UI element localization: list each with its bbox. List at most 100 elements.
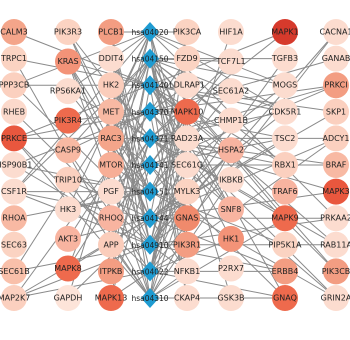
gene-node (323, 258, 349, 285)
gene-node (174, 205, 200, 232)
gene-node (323, 152, 349, 178)
gene-label: RBX1 (274, 161, 296, 170)
gene-node (323, 205, 349, 232)
gene-node (98, 98, 124, 125)
gene-node (218, 78, 244, 105)
pathway-node (141, 128, 159, 149)
gene-node (1, 152, 27, 178)
pathway-node (141, 48, 159, 69)
gene-node (218, 196, 244, 223)
gene-label: P2RX7 (218, 264, 244, 273)
gene-node (218, 166, 244, 193)
gene-node (1, 178, 27, 205)
gene-node (1, 285, 27, 311)
edge (149, 31, 232, 272)
gene-node (272, 178, 298, 205)
gene-label: TGFB3 (271, 54, 298, 63)
gene-label: HSP90B1 (0, 161, 32, 170)
gene-label: SNF8 (221, 205, 242, 214)
gene-label: MAPK10 (171, 107, 204, 116)
gene-node (272, 98, 298, 125)
gene-label: SKP1 (326, 107, 346, 116)
gene-node (55, 19, 81, 45)
gene-label: RHOQ (99, 214, 123, 223)
gene-label: CALM3 (0, 28, 28, 37)
gene-node (98, 205, 124, 232)
gene-label: KRAS (57, 57, 78, 66)
gene-node (1, 72, 27, 99)
edge (149, 164, 286, 299)
gene-node (55, 255, 81, 282)
edge (149, 270, 286, 299)
gene-node (1, 231, 27, 258)
gene-label: TCF7L1 (215, 57, 245, 66)
gene-node (55, 285, 81, 311)
pathway-label: hsa04141 (131, 161, 168, 170)
gene-label: PIK3CB (322, 267, 350, 276)
gene-node (98, 178, 124, 205)
edge (13, 138, 151, 299)
gene-label: CHMP1B (214, 116, 248, 125)
gene-label: PIK3CA (173, 28, 202, 37)
edge (13, 84, 151, 219)
gene-node (272, 45, 298, 72)
gene-label: PRKCI (324, 81, 347, 90)
gene-node (98, 231, 124, 258)
gene-label: TRAF6 (271, 187, 297, 196)
gene-node (323, 72, 349, 99)
pathway-label: hsa04371 (131, 134, 168, 143)
gene-node (174, 258, 200, 285)
gene-node (323, 45, 349, 72)
gene-label: PIK3R4 (54, 116, 82, 125)
gene-label: MAPK3 (322, 187, 350, 196)
edge (149, 84, 286, 113)
gene-node (98, 285, 124, 311)
edge (13, 270, 151, 299)
gene-node (272, 19, 298, 45)
gene-node (323, 98, 349, 125)
gene-node (1, 98, 27, 125)
gene-node (174, 19, 200, 45)
edge (13, 138, 151, 272)
gene-label: AKT3 (58, 234, 78, 243)
gene-label: SEC63 (1, 240, 27, 249)
gene-node (272, 231, 298, 258)
edge (13, 58, 151, 299)
gene-label: MTOR (99, 161, 123, 170)
gene-node (174, 152, 200, 178)
gene-node (1, 125, 27, 152)
gene-node (323, 19, 349, 45)
gene-label: PLCB1 (98, 28, 123, 37)
pathway-node (141, 155, 159, 175)
gene-node (218, 19, 244, 45)
gene-label: MAPK1 (271, 28, 299, 37)
pathway-node (141, 261, 159, 282)
gene-label: PGF (103, 187, 119, 196)
gene-label: MAPK8 (54, 264, 82, 273)
gene-node (218, 137, 244, 164)
gene-label: CACNA1 (319, 28, 350, 37)
edge (13, 244, 151, 272)
gene-label: RHEB (3, 107, 25, 116)
pathway-label: hsa04144 (131, 214, 168, 223)
edge (149, 58, 286, 246)
pathway-node (141, 208, 159, 229)
gene-label: RPS6KA1 (50, 87, 86, 96)
gene-label: ADCY1 (322, 134, 349, 143)
gene-node (272, 152, 298, 178)
gene-label: HSPA2 (218, 146, 244, 155)
pathway-label: hsa04310 (131, 294, 168, 303)
gene-label: MAPK13 (95, 294, 128, 303)
pathway-label: hsa04370 (131, 108, 168, 117)
gene-node (98, 125, 124, 152)
gene-node (174, 45, 200, 72)
gene-node (272, 258, 298, 285)
gene-label: TSC2 (274, 134, 296, 143)
gene-label: TRIP10 (53, 175, 82, 184)
gene-node (1, 45, 27, 72)
edge (149, 31, 286, 139)
gene-label: PPP3CB (0, 81, 29, 90)
gene-node (98, 258, 124, 285)
gene-label: LDLRAP1 (169, 81, 205, 90)
